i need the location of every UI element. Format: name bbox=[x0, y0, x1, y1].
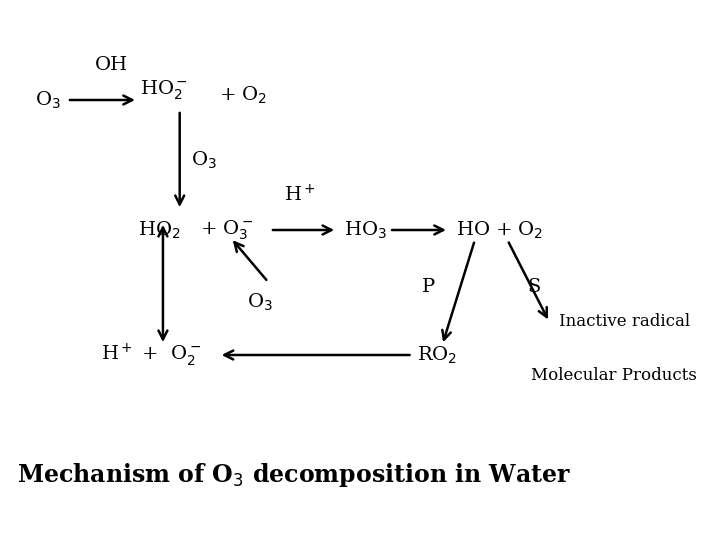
Text: H$^+$ +  O$_2^-$: H$^+$ + O$_2^-$ bbox=[101, 342, 201, 368]
Text: O$_3$: O$_3$ bbox=[247, 292, 272, 313]
Text: S: S bbox=[527, 278, 540, 296]
Text: O$_3$: O$_3$ bbox=[191, 150, 217, 171]
Text: HO$_2$: HO$_2$ bbox=[138, 219, 180, 241]
Text: HO$_2^-$: HO$_2^-$ bbox=[140, 78, 187, 102]
Text: Inactive radical: Inactive radical bbox=[559, 314, 690, 330]
Text: RO$_2$: RO$_2$ bbox=[417, 345, 457, 366]
Text: + O$_2$: + O$_2$ bbox=[219, 84, 267, 106]
Text: P: P bbox=[422, 278, 435, 296]
Text: OH: OH bbox=[95, 56, 128, 74]
Text: HO$_3$: HO$_3$ bbox=[344, 219, 387, 241]
Text: H$^+$: H$^+$ bbox=[284, 184, 316, 206]
Text: HO + O$_2$: HO + O$_2$ bbox=[456, 219, 544, 241]
Text: Molecular Products: Molecular Products bbox=[531, 367, 696, 383]
Text: + O$_3^-$: + O$_3^-$ bbox=[200, 218, 253, 242]
Text: O$_3$: O$_3$ bbox=[35, 89, 61, 111]
Text: Mechanism of O$_3$ decomposition in Water: Mechanism of O$_3$ decomposition in Wate… bbox=[17, 461, 571, 489]
